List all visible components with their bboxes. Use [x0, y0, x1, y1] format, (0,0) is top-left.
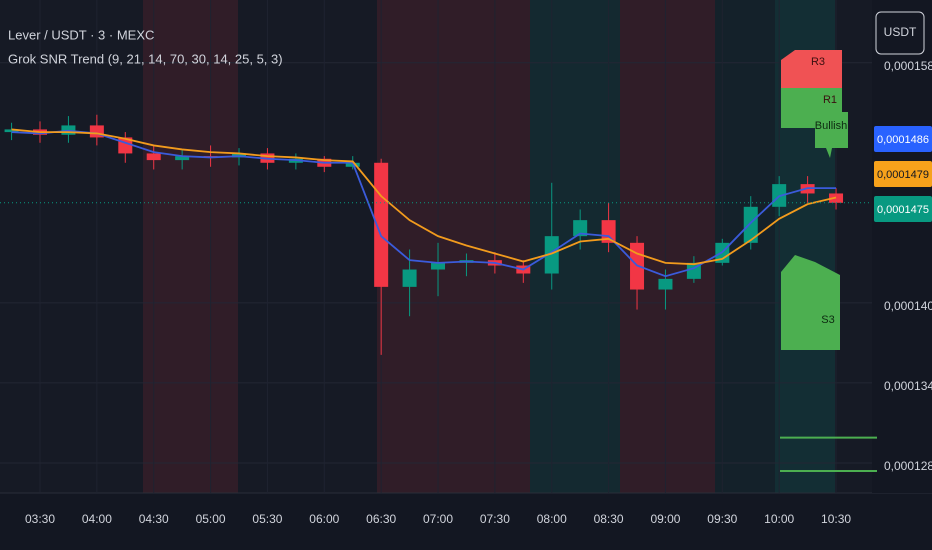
candle-body: [658, 278, 673, 290]
chart-title: Lever / USDT · 3 · MEXC: [8, 27, 154, 42]
bullish-label: [815, 112, 848, 158]
candle-body: [175, 156, 190, 161]
candle-body: [573, 220, 588, 237]
price-tag-label: 0,0001479: [877, 169, 929, 181]
moving-average: [11, 128, 837, 266]
x-tick-label: 10:30: [821, 512, 851, 526]
candle-body: [374, 162, 389, 287]
price-tag: [874, 161, 932, 187]
price-tag-label: 0,0001475: [877, 204, 929, 216]
price-tag-label: 0,0001486: [877, 134, 929, 146]
bullish-band: [530, 0, 620, 493]
currency-button[interactable]: [875, 11, 925, 55]
resistance-label: [781, 50, 842, 100]
x-tick-label: 06:30: [366, 512, 396, 526]
bearish-band: [143, 0, 238, 493]
price-axis: [872, 0, 932, 493]
x-tick-label: 03:30: [25, 512, 55, 526]
x-tick-label: 09:00: [650, 512, 680, 526]
x-tick-label: 10:00: [764, 512, 794, 526]
x-tick-label: 05:00: [196, 512, 226, 526]
annotation: R1: [823, 94, 837, 106]
candle-body: [146, 153, 161, 161]
moving-average: [11, 129, 837, 278]
x-tick-label: 04:30: [139, 512, 169, 526]
x-tick-label: 05:30: [252, 512, 282, 526]
candle-body: [743, 206, 758, 243]
currency-button-label[interactable]: USDT: [884, 25, 917, 39]
x-tick-label: 07:30: [480, 512, 510, 526]
annotation: R3: [811, 56, 825, 68]
x-tick-label: 04:00: [82, 512, 112, 526]
x-tick-label: 09:30: [707, 512, 737, 526]
annotation: S3: [821, 314, 834, 326]
candle-body: [402, 269, 417, 287]
candle-body: [544, 236, 559, 274]
indicator-label: Grok SNR Trend (9, 21, 14, 70, 30, 14, 2…: [8, 51, 283, 66]
annotation: Bullish: [815, 120, 847, 132]
time-axis: [0, 493, 932, 550]
candle-body: [601, 220, 616, 243]
price-tag: [874, 126, 932, 152]
x-tick-label: 07:00: [423, 512, 453, 526]
x-tick-label: 08:00: [537, 512, 567, 526]
x-tick-label: 06:00: [309, 512, 339, 526]
support-label: [781, 255, 840, 350]
x-tick-label: 08:30: [594, 512, 624, 526]
candle-body: [431, 262, 446, 270]
price-tag: [874, 196, 932, 222]
candle-body: [4, 129, 19, 133]
bearish-band: [377, 0, 530, 493]
